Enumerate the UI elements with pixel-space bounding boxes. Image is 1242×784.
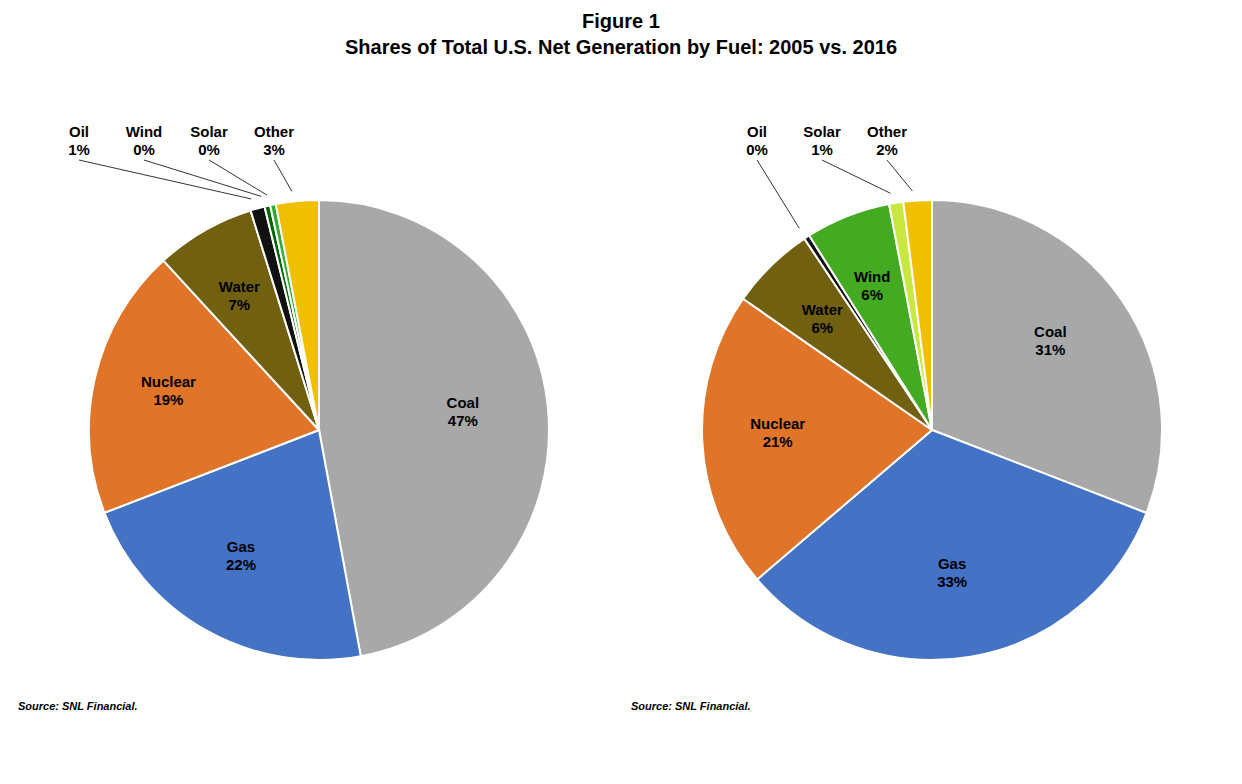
html-text:Shares of Total U.S. Net Gener: Shares of Total U.S. Net Generation by F… <box>345 36 897 58</box>
svg-text:Solar0%: Solar0% <box>190 123 228 158</box>
svg-text:Gas33%: Gas33% <box>937 555 967 590</box>
svg-text:Gas22%: Gas22% <box>226 538 256 573</box>
svg-text:Coal47%: Coal47% <box>447 394 480 429</box>
svg-text:Oil0%: Oil0% <box>746 123 768 158</box>
svg-text:Solar1%: Solar1% <box>803 123 841 158</box>
svg-text:Water6%: Water6% <box>802 301 843 336</box>
svg-text:Wind0%: Wind0% <box>126 123 163 158</box>
svg-text:Other2%: Other2% <box>867 123 907 158</box>
svg-text:Oil1%: Oil1% <box>68 123 90 158</box>
svg-text:Nuclear21%: Nuclear21% <box>750 415 805 450</box>
svg-text:Coal31%: Coal31% <box>1034 323 1067 358</box>
svg-text:Water7%: Water7% <box>219 278 260 313</box>
html-text:Source: SNL Financial.: Source: SNL Financial. <box>631 700 751 712</box>
svg-text:Nuclear19%: Nuclear19% <box>141 373 196 408</box>
html-text:Figure 1: Figure 1 <box>582 10 660 32</box>
html-text:Source: SNL Financial.: Source: SNL Financial. <box>18 700 138 712</box>
svg-text:Other3%: Other3% <box>254 123 294 158</box>
svg-text:Wind6%: Wind6% <box>854 268 891 303</box>
